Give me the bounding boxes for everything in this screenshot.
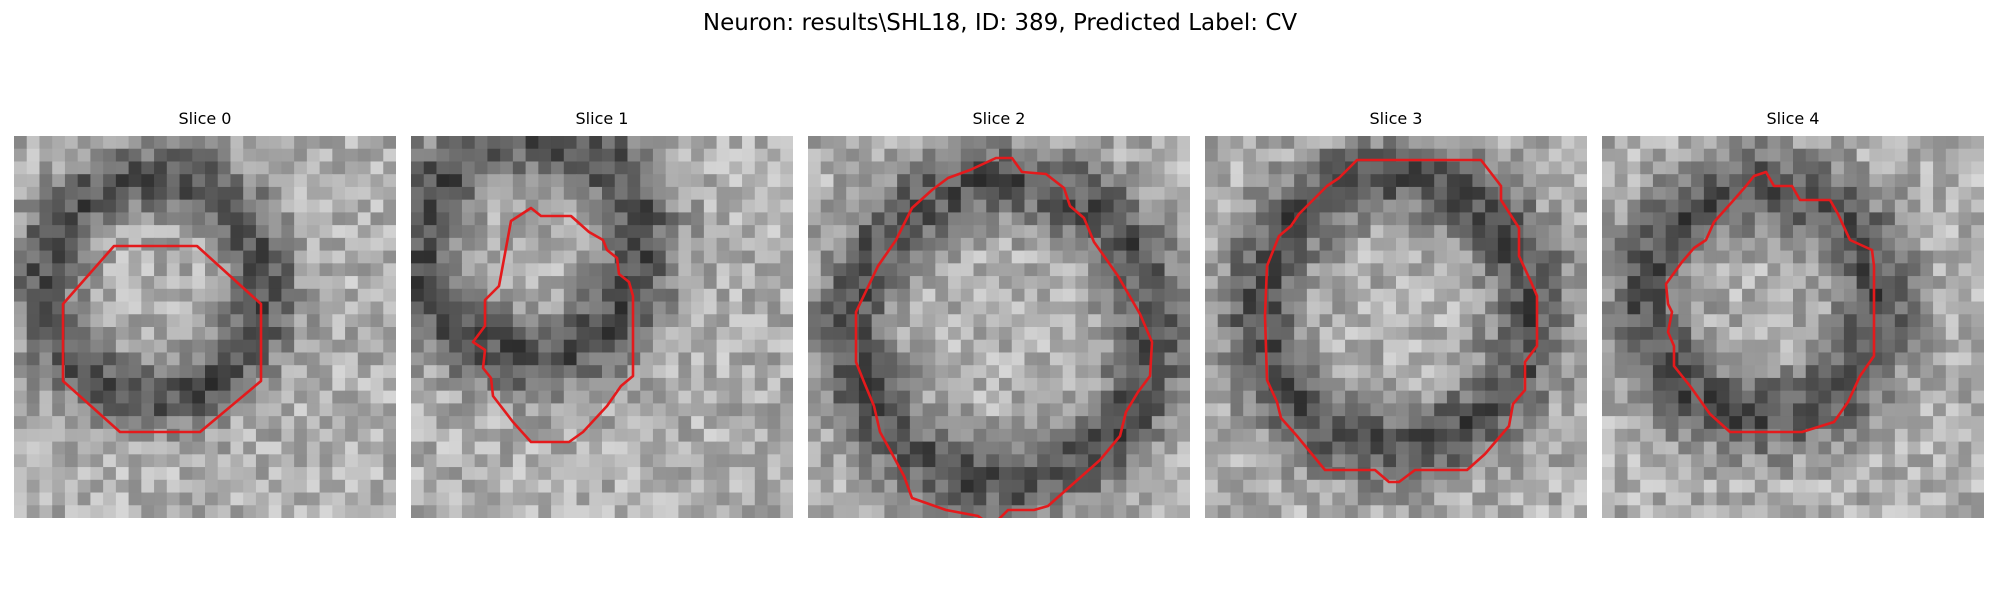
slice-panel-3: Slice 3	[1205, 108, 1587, 518]
slice-title: Slice 4	[1602, 108, 1984, 132]
figure-title: Neuron: results\SHL18, ID: 389, Predicte…	[0, 8, 2000, 38]
slice-image-4	[1602, 136, 1984, 518]
slice-panel-0: Slice 0	[14, 108, 396, 518]
slice-panel-2: Slice 2	[808, 108, 1190, 518]
slice-panel-4: Slice 4	[1602, 108, 1984, 518]
slice-title: Slice 1	[411, 108, 793, 132]
slice-image-1	[411, 136, 793, 518]
slice-image-2	[808, 136, 1190, 518]
slice-title: Slice 3	[1205, 108, 1587, 132]
slice-title: Slice 2	[808, 108, 1190, 132]
slice-image-3	[1205, 136, 1587, 518]
slice-title: Slice 0	[14, 108, 396, 132]
slice-image-0	[14, 136, 396, 518]
slice-panel-1: Slice 1	[411, 108, 793, 518]
